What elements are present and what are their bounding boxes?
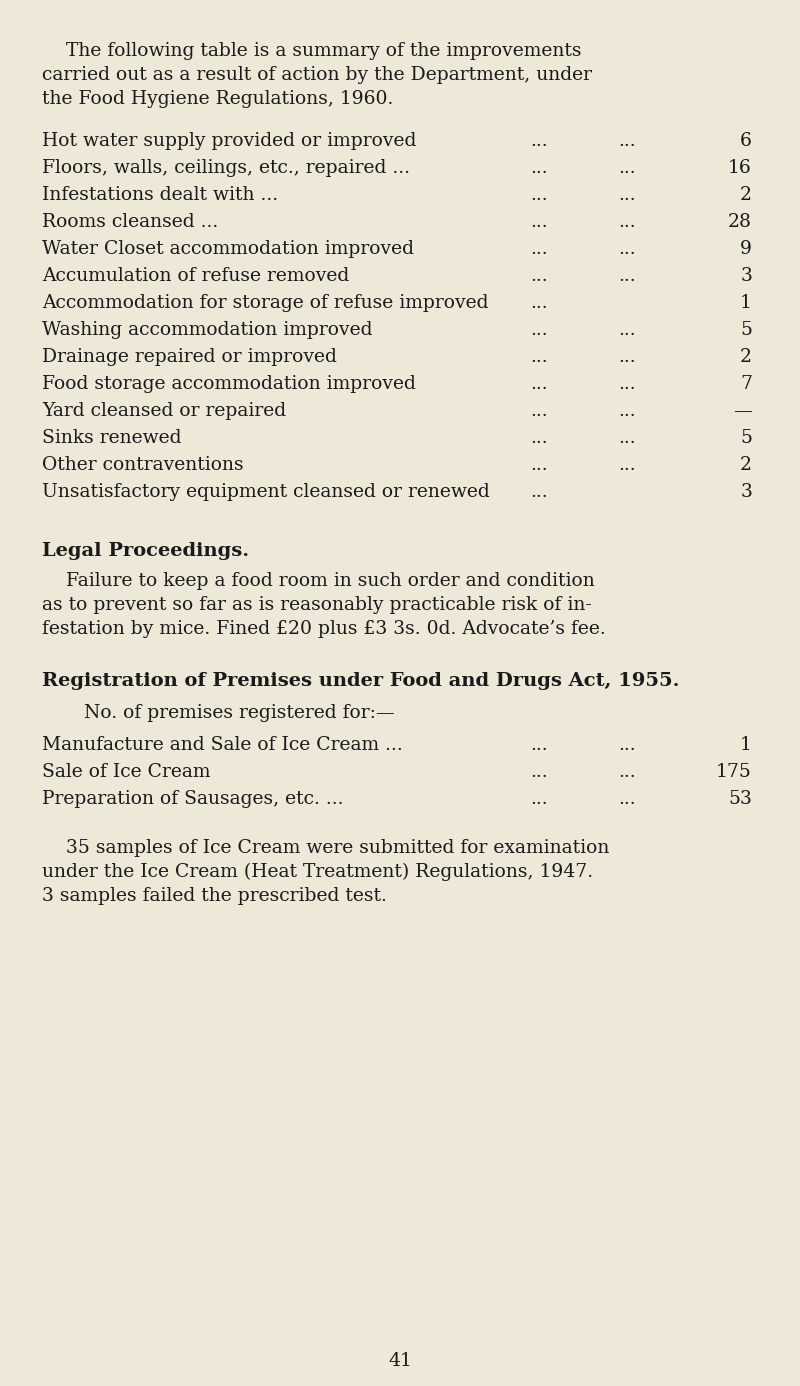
Text: ...: ... [618,186,636,204]
Text: 6: 6 [740,132,752,150]
Text: ...: ... [618,376,636,394]
Text: Sale of Ice Cream: Sale of Ice Cream [42,764,210,780]
Text: Water Closet accommodation improved: Water Closet accommodation improved [42,240,414,258]
Text: ...: ... [618,790,636,808]
Text: 5: 5 [740,430,752,448]
Text: —: — [733,402,752,420]
Text: ...: ... [618,402,636,420]
Text: ...: ... [618,267,636,286]
Text: carried out as a result of action by the Department, under: carried out as a result of action by the… [42,67,592,85]
Text: No. of premises registered for:—: No. of premises registered for:— [60,704,394,722]
Text: 2: 2 [740,186,752,204]
Text: ...: ... [618,159,636,177]
Text: Other contraventions: Other contraventions [42,456,244,474]
Text: 5: 5 [740,322,752,340]
Text: festation by mice. Fined £20 plus £3 3s. 0d. Advocate’s fee.: festation by mice. Fined £20 plus £3 3s.… [42,620,606,638]
Text: 3 samples failed the prescribed test.: 3 samples failed the prescribed test. [42,887,387,905]
Text: Legal Proceedings.: Legal Proceedings. [42,542,249,560]
Text: as to prevent so far as is reasonably practicable risk of in-: as to prevent so far as is reasonably pr… [42,596,592,614]
Text: 2: 2 [740,456,752,474]
Text: ...: ... [530,376,548,394]
Text: ...: ... [530,240,548,258]
Text: Sinks renewed: Sinks renewed [42,430,182,448]
Text: ...: ... [530,456,548,474]
Text: ...: ... [530,132,548,150]
Text: ...: ... [618,348,636,366]
Text: ...: ... [530,159,548,177]
Text: ...: ... [530,322,548,340]
Text: 2: 2 [740,348,752,366]
Text: 53: 53 [728,790,752,808]
Text: ...: ... [530,294,548,312]
Text: 28: 28 [728,213,752,231]
Text: Unsatisfactory equipment cleansed or renewed: Unsatisfactory equipment cleansed or ren… [42,482,490,500]
Text: 3: 3 [740,482,752,500]
Text: Floors, walls, ceilings, etc., repaired ...: Floors, walls, ceilings, etc., repaired … [42,159,410,177]
Text: The following table is a summary of the improvements: The following table is a summary of the … [42,42,582,60]
Text: ...: ... [530,790,548,808]
Text: Registration of Premises under Food and Drugs Act, 1955.: Registration of Premises under Food and … [42,672,679,690]
Text: ...: ... [530,430,548,448]
Text: Washing accommodation improved: Washing accommodation improved [42,322,373,340]
Text: 41: 41 [388,1351,412,1369]
Text: ...: ... [618,764,636,780]
Text: 16: 16 [728,159,752,177]
Text: the Food Hygiene Regulations, 1960.: the Food Hygiene Regulations, 1960. [42,90,394,108]
Text: Accommodation for storage of refuse improved: Accommodation for storage of refuse impr… [42,294,489,312]
Text: under the Ice Cream (Heat Treatment) Regulations, 1947.: under the Ice Cream (Heat Treatment) Reg… [42,863,593,881]
Text: Yard cleansed or repaired: Yard cleansed or repaired [42,402,286,420]
Text: ...: ... [530,267,548,286]
Text: 1: 1 [740,294,752,312]
Text: Preparation of Sausages, etc. ...: Preparation of Sausages, etc. ... [42,790,343,808]
Text: ...: ... [530,764,548,780]
Text: Drainage repaired or improved: Drainage repaired or improved [42,348,337,366]
Text: ...: ... [530,186,548,204]
Text: Failure to keep a food room in such order and condition: Failure to keep a food room in such orde… [42,572,594,590]
Text: ...: ... [618,213,636,231]
Text: Infestations dealt with ...: Infestations dealt with ... [42,186,278,204]
Text: ...: ... [618,430,636,448]
Text: Hot water supply provided or improved: Hot water supply provided or improved [42,132,416,150]
Text: ...: ... [530,402,548,420]
Text: ...: ... [618,240,636,258]
Text: ...: ... [618,132,636,150]
Text: 35 samples of Ice Cream were submitted for examination: 35 samples of Ice Cream were submitted f… [42,839,610,857]
Text: Rooms cleansed ...: Rooms cleansed ... [42,213,218,231]
Text: ...: ... [530,736,548,754]
Text: 3: 3 [740,267,752,286]
Text: ...: ... [530,213,548,231]
Text: ...: ... [530,482,548,500]
Text: 9: 9 [740,240,752,258]
Text: Accumulation of refuse removed: Accumulation of refuse removed [42,267,350,286]
Text: 175: 175 [716,764,752,780]
Text: 1: 1 [740,736,752,754]
Text: Manufacture and Sale of Ice Cream ...: Manufacture and Sale of Ice Cream ... [42,736,402,754]
Text: Food storage accommodation improved: Food storage accommodation improved [42,376,416,394]
Text: ...: ... [618,322,636,340]
Text: ...: ... [618,456,636,474]
Text: ...: ... [530,348,548,366]
Text: ...: ... [618,736,636,754]
Text: 7: 7 [740,376,752,394]
